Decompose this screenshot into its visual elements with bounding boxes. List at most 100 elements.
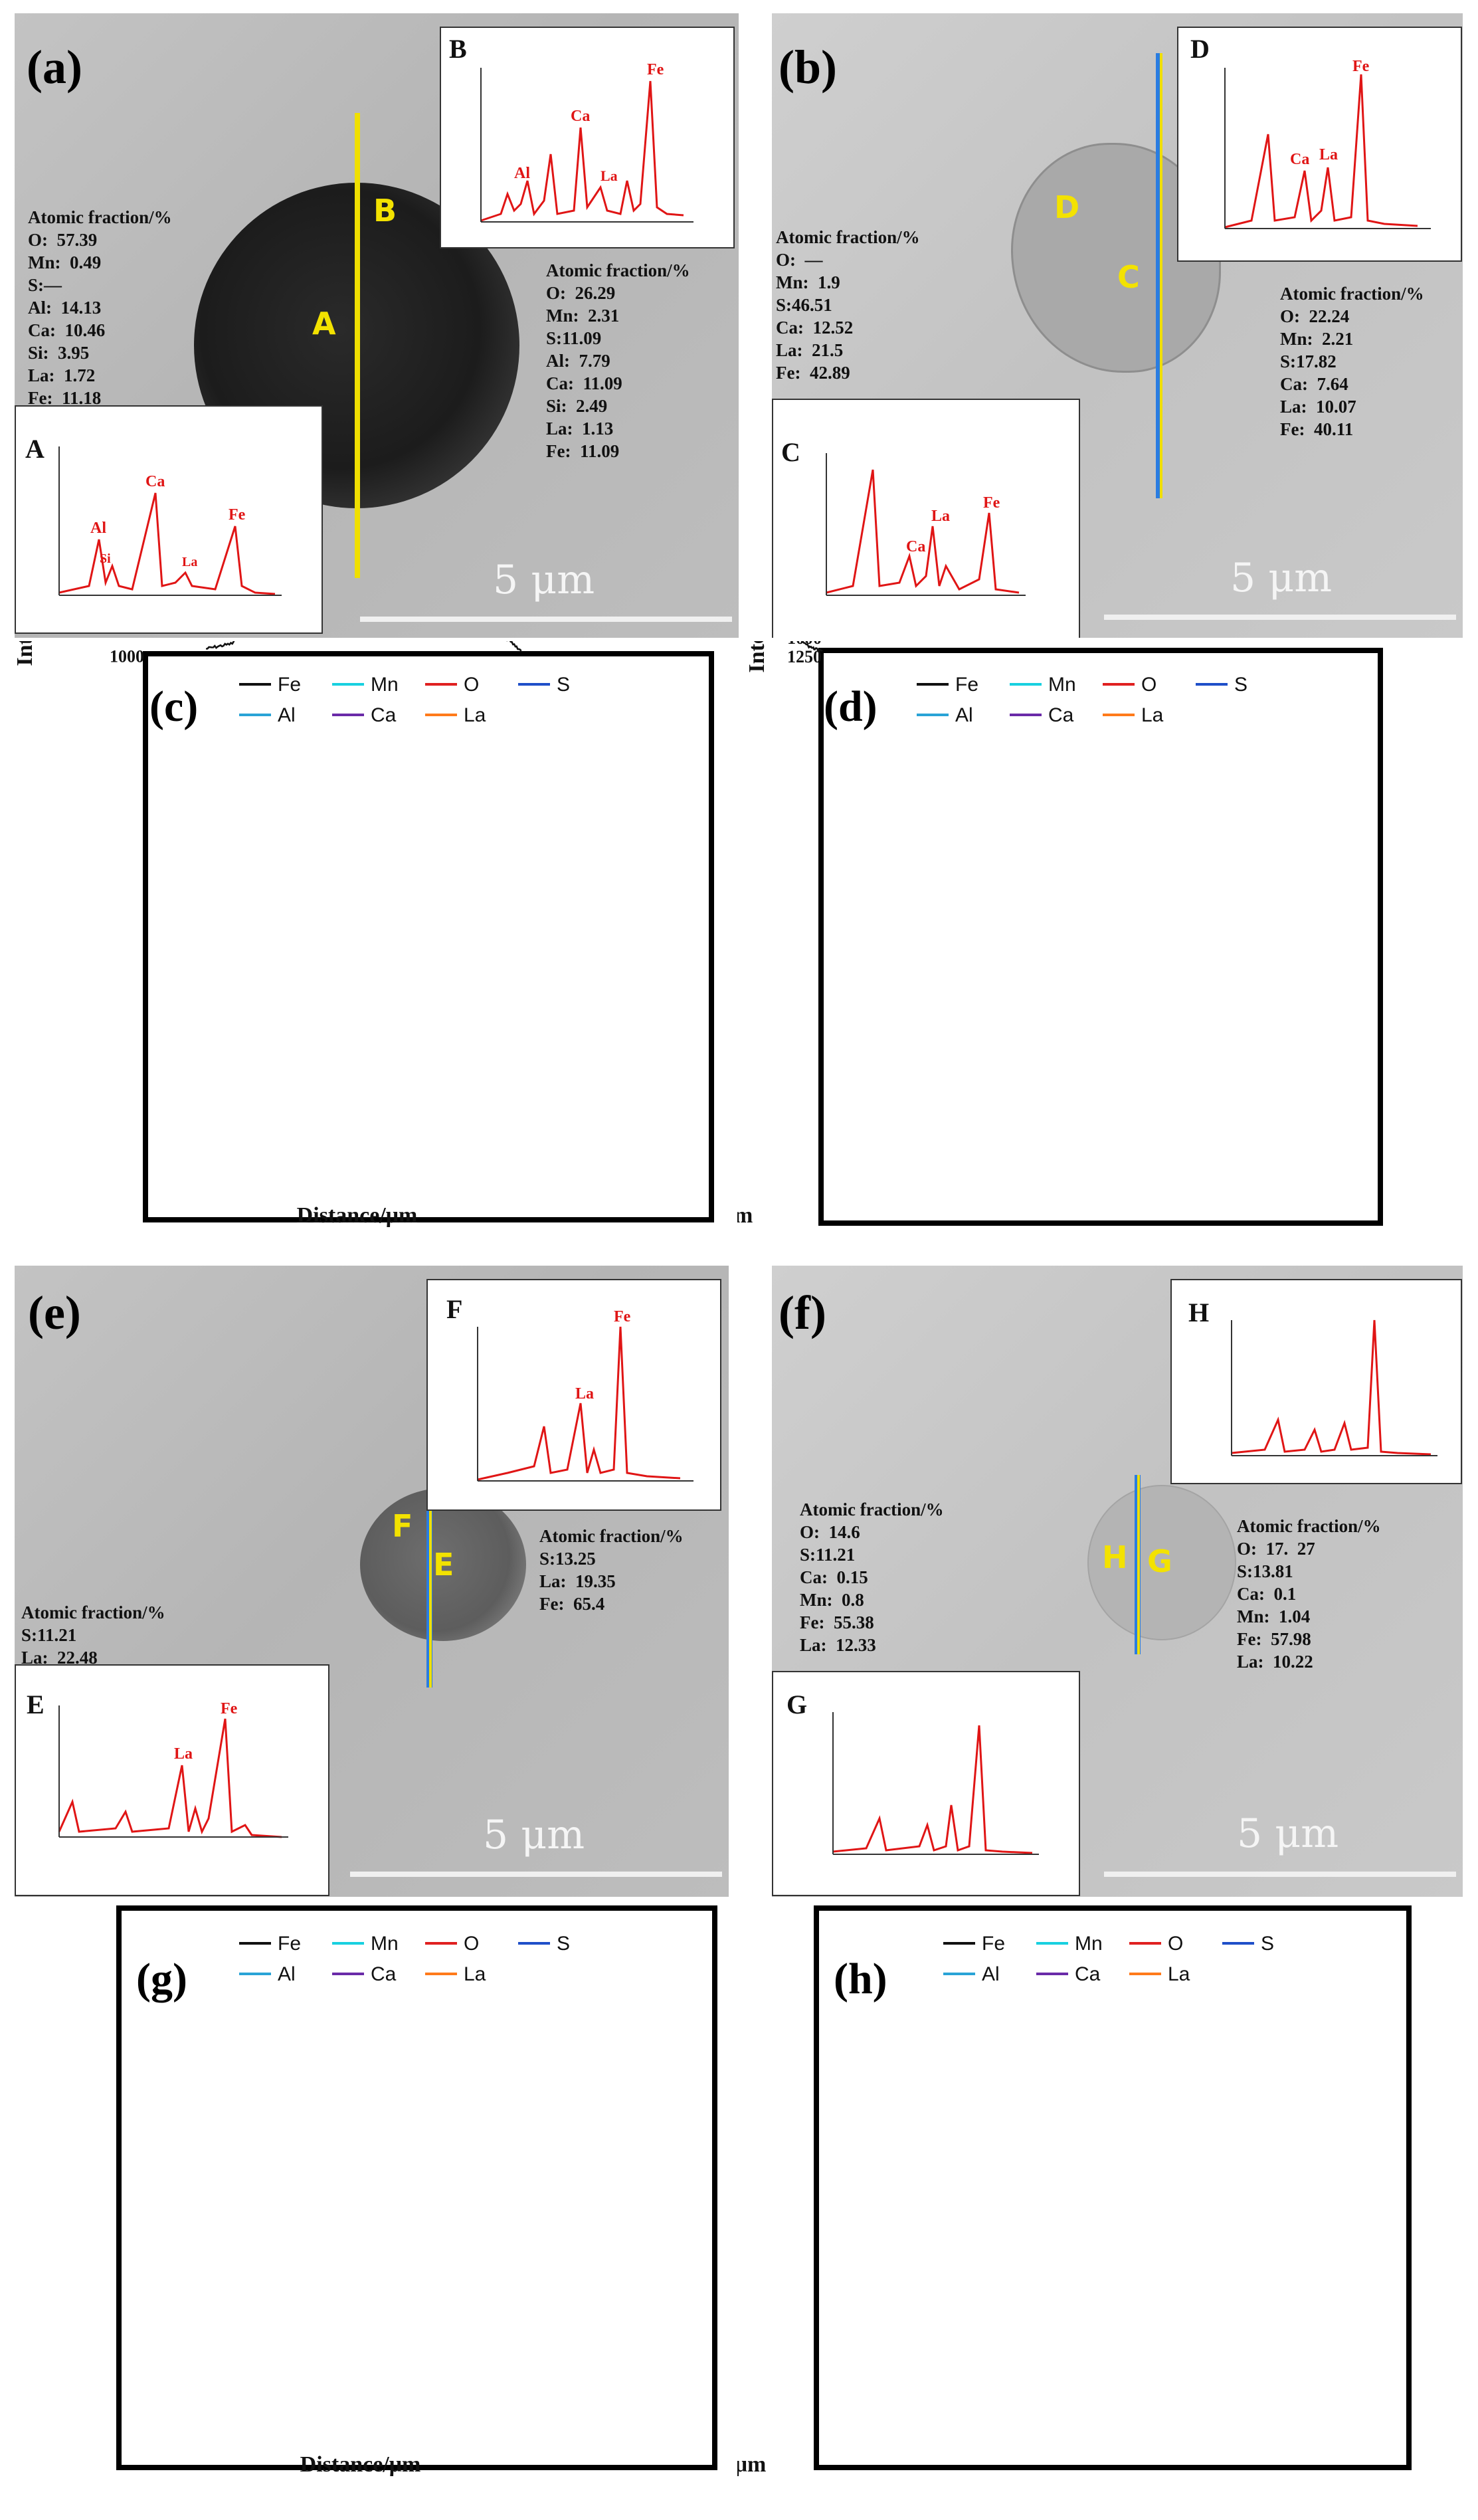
legend-label: Mn <box>1048 674 1076 696</box>
composition-left: Atomic fraction/% O: — Mn: 1.9 S:46.51 C… <box>776 227 920 383</box>
inset-letter: F <box>446 1294 463 1324</box>
eds-spectrum: Al Ca La Fe <box>480 61 693 223</box>
eds-inset-a: A Al Si Ca La Fe <box>15 405 323 634</box>
composition-right: Atomic fraction/% O: 26.29 Mn: 2.31 S:11… <box>546 260 690 461</box>
legend-label: O <box>1141 674 1156 696</box>
line-chart-d: (d)0250500750100012500.02.0x10⁻⁶4.0x10⁻⁶… <box>737 641 1247 1228</box>
composition-right: Atomic fraction/% S:13.25 La: 19.35 Fe: … <box>539 1526 684 1614</box>
point-label-e: E <box>433 1547 454 1583</box>
legend-label: O <box>1168 1933 1183 1955</box>
legend-label: O <box>464 1933 479 1955</box>
peak-label: Si <box>100 551 111 566</box>
line-chart-c: (c)025050075010000.001.50x10⁻⁶3.00x10⁻⁶4… <box>13 641 570 1228</box>
eds-inset-d: D Ca La Fe <box>1177 27 1462 262</box>
legend-label: Ca <box>1075 1963 1101 1985</box>
point-label-a: A <box>312 306 336 341</box>
legend-label: Al <box>278 1963 296 1985</box>
eds-spectrum <box>832 1712 1039 1855</box>
eds-spectrum: La Fe <box>58 1700 288 1838</box>
legend-label: Al <box>955 704 973 726</box>
eds-spectrum: Ca La Fe <box>1224 58 1431 229</box>
chart-frame-d <box>818 648 1383 1226</box>
inset-letter: A <box>25 434 45 464</box>
legend-label: Mn <box>1075 1933 1103 1955</box>
panel-label-a: (a) <box>27 41 82 94</box>
line-scan <box>1137 1475 1140 1654</box>
eds-spectrum: La Fe <box>477 1308 693 1482</box>
x-axis-title: Distance/μm <box>297 1203 418 1228</box>
eds-inset-c: C Ca La Fe <box>772 399 1080 638</box>
chart-panel-label: (c) <box>149 682 198 731</box>
legend-label: Ca <box>371 704 397 726</box>
chart-panel-label: (g) <box>136 1955 187 2003</box>
peak-label: La <box>174 1745 193 1763</box>
legend-label: La <box>464 1963 486 1985</box>
eds-spectrum: Al Si Ca La Fe <box>58 446 282 596</box>
x-axis-title: Distance/μm <box>737 1203 753 1228</box>
peak-label: Ca <box>145 473 165 490</box>
panel-label-f: (f) <box>779 1286 826 1339</box>
peak-label: La <box>931 508 950 525</box>
legend-label: La <box>1141 704 1164 726</box>
point-label-f: F <box>392 1508 413 1544</box>
composition-right: Atomic fraction/% O: 22.24 Mn: 2.21 S:17… <box>1280 284 1424 439</box>
legend-label: Ca <box>371 1963 397 1985</box>
legend-label: S <box>557 1933 570 1955</box>
legend-label: Ca <box>1048 704 1074 726</box>
peak-label: Fe <box>983 494 1000 512</box>
peak-label: Al <box>514 165 530 182</box>
legend-label: Al <box>982 1963 1000 1985</box>
composition-left: Atomic fraction/% O: 14.6 S:11.21 Ca: 0.… <box>800 1500 944 1655</box>
point-label-h: H <box>1102 1539 1128 1575</box>
peak-label: La <box>600 167 618 184</box>
y-axis-title: Intensity/cps <box>13 641 37 666</box>
peak-label: La <box>182 555 197 569</box>
legend-label: Fe <box>982 1933 1005 1955</box>
point-label-b: B <box>373 193 397 229</box>
panel-label-e: (e) <box>28 1286 81 1339</box>
legend-label: Mn <box>371 1933 399 1955</box>
legend-label: O <box>464 674 479 696</box>
scale-bar <box>1104 615 1456 620</box>
peak-label: Fe <box>647 61 664 78</box>
scale-bar-label: 5 μm <box>1237 1810 1339 1857</box>
line-scan <box>429 1462 432 1688</box>
inset-letter: B <box>449 34 467 64</box>
inset-letter: E <box>27 1690 45 1719</box>
sem-panel-a: A B (a) Atomic fraction/% O: 57.39 Mn: 0… <box>15 13 739 638</box>
legend-label: Mn <box>371 674 399 696</box>
peak-label: Ca <box>1290 151 1309 168</box>
eds-inset-g: G <box>772 1671 1080 1896</box>
inclusion-particle <box>360 1488 526 1641</box>
scale-bar <box>360 617 732 622</box>
y-tick-label: 1250 <box>787 647 822 666</box>
eds-inset-e: E La Fe <box>15 1664 329 1896</box>
peak-label: La <box>1319 146 1338 163</box>
legend-label: La <box>464 704 486 726</box>
panel-label-b: (b) <box>779 41 837 94</box>
sem-panel-f: H G (f) Atomic fraction/% O: 14.6 S:11.2… <box>772 1266 1463 1897</box>
sem-panel-b: D C (b) Atomic fraction/% O: — Mn: 1.9 S… <box>772 13 1463 638</box>
chart-frame-c <box>143 651 714 1222</box>
point-label-d: D <box>1054 189 1080 225</box>
point-label-g: G <box>1147 1543 1172 1579</box>
y-tick-label: 1000 <box>787 641 822 648</box>
eds-spectrum: Ca La Fe <box>826 453 1026 596</box>
peak-label: Fe <box>1352 58 1370 75</box>
line-chart-g: (g)025050075010000.001.50x10⁻⁶3.00x10⁻⁶D… <box>136 1933 570 2477</box>
legend-label: Fe <box>278 1933 301 1955</box>
scale-bar-label: 5 μm <box>493 557 595 603</box>
inclusion-particle <box>1087 1485 1236 1640</box>
scale-bar-label: 5 μm <box>483 1812 585 1858</box>
eds-spectrum <box>1231 1319 1437 1456</box>
line-chart-h: (h)025050075010000.001.50x10⁻⁶3.00x10⁻⁶D… <box>737 1933 1274 2477</box>
composition-left: Atomic fraction/% O: 57.39 Mn: 0.49 S:— … <box>28 207 172 408</box>
inset-letter: D <box>1190 34 1210 64</box>
x-axis-title: Distance/μm <box>737 2452 766 2477</box>
inset-letter: H <box>1188 1298 1210 1327</box>
eds-inset-f: F La Fe <box>426 1279 721 1511</box>
eds-inset-h: H <box>1170 1279 1462 1484</box>
legend-label: Fe <box>955 674 978 696</box>
legend-label: S <box>1234 674 1247 696</box>
chart-frame-g <box>116 1905 717 2470</box>
